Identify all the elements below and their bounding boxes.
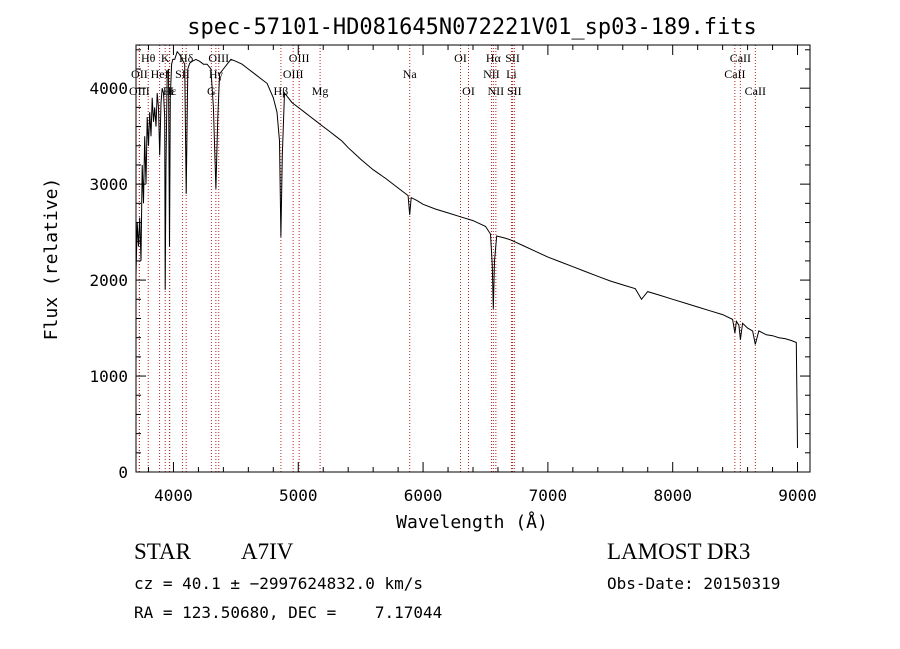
marker-label: NII: [483, 67, 500, 81]
coordinates: RA = 123.50680, DEC = 7.17044: [134, 603, 443, 622]
object-subclass: A7IV: [241, 539, 294, 564]
marker-label: SII: [175, 67, 190, 81]
y-axis-ticks: 0 1000 2000 3000 4000: [89, 49, 810, 482]
marker-label: OII: [131, 67, 148, 81]
marker-label: Hα: [486, 51, 502, 65]
plot-frame: [135, 44, 811, 473]
marker-label: OI: [454, 51, 467, 65]
marker-label: OIII: [289, 51, 310, 65]
chart-title: spec-57101-HD081645N072221V01_sp03-189.f…: [187, 15, 757, 40]
y-tick-label: 2000: [89, 271, 128, 290]
marker-label: CaII: [745, 84, 766, 98]
obs-date: Obs-Date: 20150319: [607, 574, 781, 593]
y-tick-label: 3000: [89, 175, 128, 194]
x-tick-label: 9000: [778, 486, 817, 505]
marker-label: HeI: [151, 67, 169, 81]
y-tick-label: 4000: [89, 79, 128, 98]
marker-label: Mg: [312, 84, 329, 98]
x-tick-label: 5000: [279, 486, 318, 505]
marker-label: NII: [488, 84, 505, 98]
marker-label: H: [165, 84, 174, 98]
x-tick-label: 6000: [404, 486, 443, 505]
marker-label: SII: [507, 84, 522, 98]
marker-label: OIII: [283, 67, 304, 81]
x-tick-label: 4000: [154, 486, 193, 505]
spectrum-line: [135, 50, 798, 449]
marker-label: OIII: [129, 84, 150, 98]
marker-label: OI: [462, 84, 475, 98]
marker-label: Hδ: [179, 51, 194, 65]
x-axis-ticks: 4000 5000 6000 7000 8000 9000: [147, 45, 817, 505]
y-tick-label: 0: [118, 463, 128, 482]
x-tick-label: 8000: [653, 486, 692, 505]
marker-label: Hε: [163, 84, 177, 98]
redshift-readout: cz = 40.1 ± −2997624832.0 km/s: [134, 574, 423, 593]
marker-label: G: [207, 84, 216, 98]
x-tick-label: 7000: [529, 486, 568, 505]
marker-label: SII: [505, 51, 520, 65]
object-type: STAR: [134, 539, 191, 564]
emission-line-markers: [138, 45, 756, 472]
marker-label: K: [161, 51, 170, 65]
marker-label: OIII: [208, 51, 229, 65]
y-tick-label: 1000: [89, 367, 128, 386]
marker-label: CaII: [730, 51, 751, 65]
marker-label: Li: [506, 67, 517, 81]
survey-name: LAMOST DR3: [607, 539, 751, 564]
marker-label: CaII: [724, 67, 745, 81]
marker-label: Na: [403, 67, 418, 81]
marker-label: Hθ: [141, 51, 156, 65]
marker-label: Hβ: [274, 84, 289, 98]
x-axis-label: Wavelength (Å): [396, 511, 548, 533]
y-axis-label: Flux (relative): [41, 178, 62, 341]
